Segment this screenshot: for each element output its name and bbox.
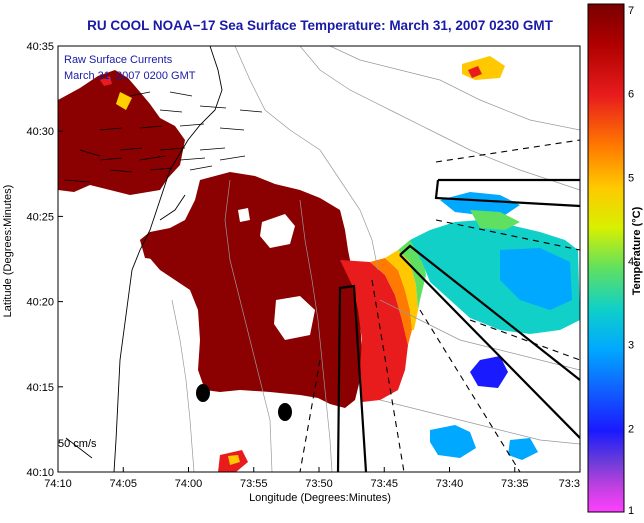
currents-legend-line2: March 31, 2007 0200 GMT [64, 70, 196, 82]
chart-title: RU COOL NOAA−17 Sea Surface Temperature:… [87, 18, 553, 33]
y-tick-label: 40:20 [26, 297, 54, 309]
dashed-transects [299, 139, 580, 472]
x-tick-label: 73:3 [559, 478, 580, 490]
sst-front-gradient [340, 240, 426, 402]
x-tick-label: 74:10 [44, 478, 72, 490]
map-area [58, 46, 580, 472]
y-tick-label: 40:10 [26, 467, 54, 479]
colorbar-label: Temperature (°C) [631, 206, 643, 296]
x-tick-label: 73:50 [305, 478, 333, 490]
x-tick-label: 73:55 [240, 478, 268, 490]
x-tick-label: 74:00 [175, 478, 203, 490]
colorbar-tick-label: 6 [628, 89, 634, 101]
x-tick-label: 73:45 [370, 478, 398, 490]
y-tick-label: 40:25 [26, 211, 54, 223]
sst-warm-region-north [58, 70, 185, 195]
x-axis-label: Longitude (Degrees:Minutes) [249, 492, 391, 504]
coastline [113, 46, 223, 472]
bathymetry-contours [171, 46, 580, 472]
sst-warm-region-central [140, 172, 362, 408]
colorbar-tick-label: 2 [628, 423, 634, 435]
y-tick-label: 40:30 [26, 126, 54, 138]
x-axis: 74:10 74:05 74:00 73:55 73:50 73:45 73:40 73:35… [44, 467, 581, 490]
y-axis-label: Latitude (Degrees:Minutes) [2, 184, 14, 318]
colorbar-tick-label: 4 [628, 256, 634, 268]
study-boxes [336, 178, 580, 472]
colorbar-tick-label: 5 [628, 172, 634, 184]
x-tick-label: 73:40 [436, 478, 464, 490]
currents-legend-line1: Raw Surface Currents [64, 54, 173, 66]
sst-cold-region [218, 56, 580, 472]
colorbar [587, 3, 625, 513]
station-markers [196, 384, 292, 421]
colorbar-tick-label: 1 [628, 505, 634, 517]
surface-current-vectors [63, 91, 263, 459]
colorbar-ticks: 7 6 5 4 3 2 1 [628, 5, 634, 517]
y-tick-label: 40:15 [26, 382, 54, 394]
x-tick-label: 74:05 [109, 478, 137, 490]
y-axis: 40:35 40:30 40:25 40:20 40:15 40:10 [26, 41, 63, 479]
vector-scale-label: 50 cm/s [58, 438, 97, 450]
colorbar-tick-label: 7 [628, 5, 634, 17]
x-tick-label: 73:35 [501, 478, 529, 490]
colorbar-tick-label: 3 [628, 340, 634, 352]
y-tick-label: 40:35 [26, 41, 54, 53]
